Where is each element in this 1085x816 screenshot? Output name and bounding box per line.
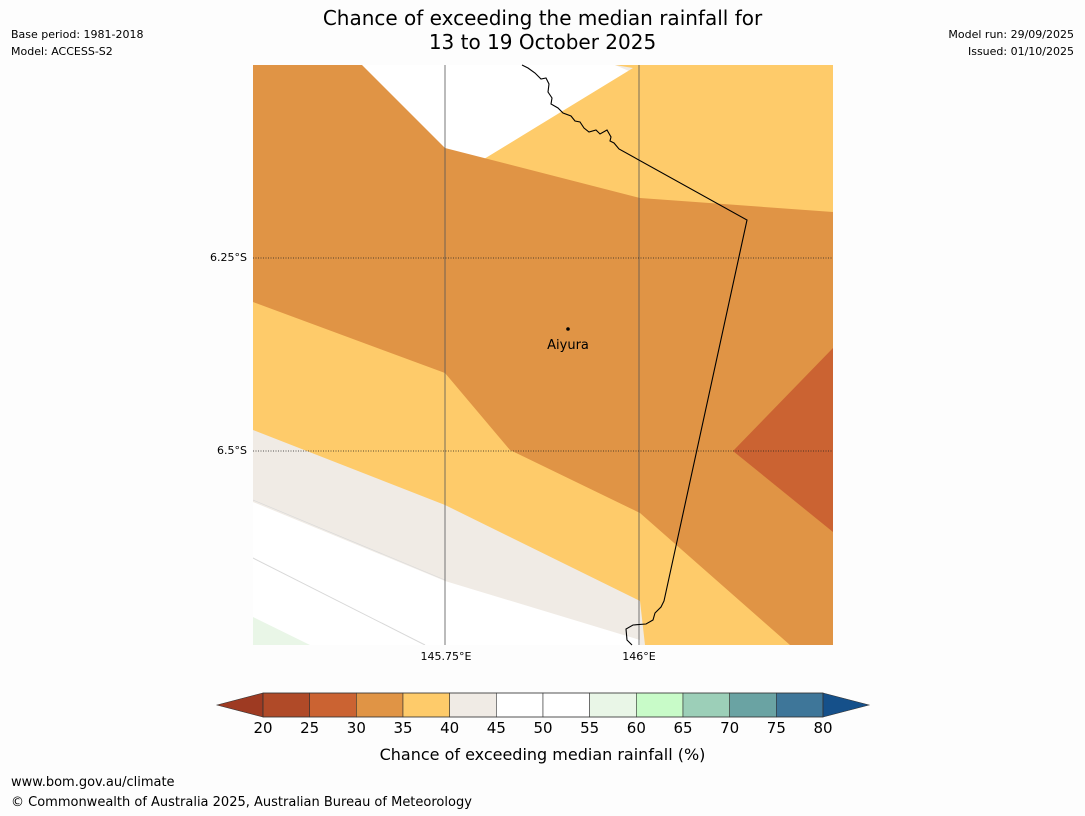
colorbar-tick-35: 35 (393, 719, 413, 737)
lon-tick-146: 146°E (622, 650, 655, 663)
colorbar-label: Chance of exceeding median rainfall (%) (379, 745, 706, 764)
colorbar-tick-45: 45 (486, 719, 506, 737)
graticule (253, 65, 833, 645)
aiyura-label: Aiyura (547, 338, 589, 353)
footer-copyright: © Commonwealth of Australia 2025, Austra… (11, 795, 472, 810)
colorbar-cells (262, 692, 824, 718)
footer-url[interactable]: www.bom.gov.au/climate (11, 775, 175, 790)
issued-date: Issued: 01/10/2025 (967, 45, 1074, 58)
aiyura-marker (566, 327, 570, 331)
colorbar-cell-7 (589, 692, 637, 718)
province-border (521, 64, 748, 646)
band-55-60 (253, 617, 310, 645)
model-run: Model run: 29/09/2025 (948, 28, 1074, 41)
colorbar-high-extend (822, 692, 871, 718)
colorbar-cell-9 (682, 692, 730, 718)
title-line-2: 13 to 19 October 2025 (428, 30, 657, 54)
colorbar-tick-20: 20 (253, 719, 273, 737)
lon-tick-145-75: 145.75°E (421, 650, 472, 663)
map-title: Chance of exceeding the median rainfall … (0, 6, 1085, 54)
colorbar-tick-60: 60 (626, 719, 646, 737)
colorbar-cell-0 (262, 692, 310, 718)
meta-right: Model run: 29/09/2025 Issued: 01/10/2025 (948, 26, 1074, 60)
band-30-35 (253, 65, 833, 645)
colorbar-cell-1 (309, 692, 357, 718)
colorbar-low-extend (215, 692, 264, 718)
colorbar-cell-4 (449, 692, 497, 718)
contour-line (253, 499, 446, 581)
colorbar-tick-30: 30 (346, 719, 366, 737)
colorbar-tick-75: 75 (766, 719, 786, 737)
base-period: Base period: 1981-2018 (11, 28, 144, 41)
colorbar-tick-70: 70 (720, 719, 740, 737)
band-25-30 (733, 348, 833, 532)
meta-left: Base period: 1981-2018 Model: ACCESS-S2 (11, 26, 143, 60)
colorbar-tick-25: 25 (300, 719, 320, 737)
model-name: Model: ACCESS-S2 (11, 45, 113, 58)
colorbar-tick-65: 65 (673, 719, 693, 737)
colorbar-cell-11 (776, 692, 824, 718)
colorbar-cell-6 (542, 692, 590, 718)
colorbar-tick-55: 55 (580, 719, 600, 737)
lat-tick-6-25: 6.25°S (210, 251, 247, 264)
rainfall-map (253, 65, 833, 645)
title-line-1: Chance of exceeding the median rainfall … (322, 6, 763, 30)
colorbar-frame (262, 692, 824, 718)
colorbar-cell-2 (356, 692, 404, 718)
colorbar (215, 692, 871, 718)
colorbar-cell-10 (729, 692, 777, 718)
colorbar-tick-40: 40 (440, 719, 460, 737)
colorbar-tick-50: 50 (533, 719, 553, 737)
colorbar-tick-80: 80 (813, 719, 833, 737)
colorbar-cell-5 (496, 692, 544, 718)
colorbar-cell-8 (636, 692, 684, 718)
contour-line (253, 557, 426, 645)
colorbar-cell-3 (402, 692, 450, 718)
lat-tick-6-5: 6.5°S (217, 444, 247, 457)
colorbar-ticks: 20 25 30 35 40 45 50 55 60 65 70 75 80 (0, 719, 1085, 739)
